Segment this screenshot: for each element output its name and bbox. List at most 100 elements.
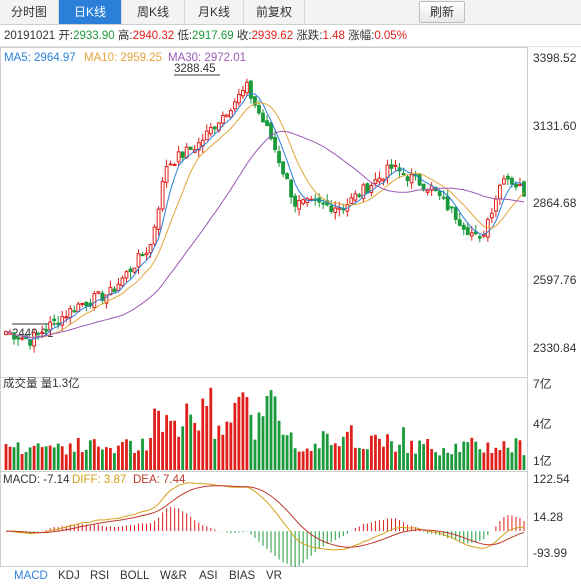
indicator-tab-boll[interactable]: BOLL <box>120 570 150 582</box>
volume-bar <box>426 439 430 470</box>
volume-bar <box>410 440 413 470</box>
volume-bar <box>301 451 305 470</box>
candle-body <box>289 179 294 198</box>
volume-bar <box>293 448 297 470</box>
volume-bar <box>68 443 72 470</box>
refresh-button[interactable]: 刷新 <box>419 1 465 23</box>
volume-bar <box>225 421 229 470</box>
volume-bar <box>193 422 197 470</box>
candle-body <box>140 254 145 257</box>
volume-bar <box>157 410 160 470</box>
candle-body <box>281 161 285 175</box>
volume-bar <box>197 430 201 470</box>
volume-bar <box>470 437 474 470</box>
tab-monthly-k[interactable]: 月K线 <box>185 0 244 24</box>
volume-bar <box>213 438 217 470</box>
indicator-tab-macd[interactable]: MACD <box>14 570 48 582</box>
volume-bar <box>474 441 478 470</box>
candle-body <box>196 142 201 151</box>
volume-bar <box>92 439 96 470</box>
volume-bar <box>390 441 393 470</box>
candle-body <box>40 331 45 334</box>
volume-bar <box>402 427 405 470</box>
candle-body <box>373 179 378 185</box>
candle-body <box>52 318 57 322</box>
candle-body <box>104 294 109 304</box>
candle-body <box>405 176 410 182</box>
volume-bar <box>382 446 385 470</box>
candle-body <box>36 332 41 335</box>
dea-value: DEA: 7.44 <box>133 474 186 486</box>
candle-body <box>377 177 382 183</box>
volume-bar <box>305 448 309 470</box>
volume-bar <box>446 452 450 470</box>
info-pct-value: 0.05% <box>374 30 407 42</box>
kline-chart[interactable]: 3398.52 3131.60 2864.68 2597.76 2330.84 … <box>0 47 581 567</box>
volume-axis-label: 1亿 <box>533 453 552 468</box>
candle-body <box>64 316 69 319</box>
candle-body <box>48 321 53 331</box>
candle-body <box>393 164 398 167</box>
info-low-value: 2917.69 <box>192 30 234 42</box>
info-open-label: 开: <box>58 30 74 42</box>
volume-bar <box>337 446 341 470</box>
volume-bar <box>72 451 76 470</box>
tab-weekly-k[interactable]: 周K线 <box>122 0 185 24</box>
candle-body <box>461 224 466 230</box>
period-tabs: 分时图 日K线 周K线 月K线 前复权 刷新 <box>0 0 581 25</box>
volume-bar <box>325 433 329 470</box>
indicator-tab-asi[interactable]: ASI <box>199 570 218 582</box>
volume-bar <box>490 452 494 470</box>
candle-body <box>449 206 454 209</box>
volume-bar <box>365 449 369 470</box>
volume-bar <box>133 452 136 470</box>
indicator-tab-bias[interactable]: BIAS <box>229 570 256 582</box>
volume-bar <box>205 406 209 470</box>
tab-intraday[interactable]: 分时图 <box>0 0 59 24</box>
info-close-value: 2939.62 <box>251 30 294 42</box>
volume-bar <box>522 455 526 470</box>
macd-axis-label: 122.54 <box>533 472 570 486</box>
price-axis-label: 3131.60 <box>533 119 577 133</box>
volume-bar <box>40 447 44 470</box>
volume-bar <box>257 412 261 470</box>
candle-body <box>84 301 89 307</box>
candle-body <box>341 208 346 211</box>
candle-body <box>265 120 269 127</box>
indicator-tab-rsi[interactable]: RSI <box>90 570 110 582</box>
ma10-line <box>5 102 525 339</box>
candle-body <box>220 114 225 124</box>
tab-daily-k[interactable]: 日K线 <box>59 0 122 24</box>
volume-bar <box>502 441 506 470</box>
dea-line <box>5 485 525 548</box>
indicator-tab-kdj[interactable]: KDJ <box>58 570 80 582</box>
ma10-legend: MA10: 2959.25 <box>84 52 162 64</box>
candle-body <box>12 332 16 340</box>
candle-body <box>297 200 302 210</box>
volume-bar <box>165 415 169 470</box>
candle-body <box>469 232 474 237</box>
tab-forward-adjusted[interactable]: 前复权 <box>244 0 305 24</box>
volume-bar <box>109 448 112 470</box>
candle-body <box>224 114 229 117</box>
indicator-tab-vr[interactable]: VR <box>266 570 282 582</box>
candle-body <box>369 185 374 193</box>
candle-body <box>293 195 298 207</box>
candle-body <box>212 126 217 130</box>
candle-body <box>301 199 306 204</box>
volume-bar <box>378 438 381 470</box>
volume-bar <box>60 446 64 470</box>
volume-bar <box>357 447 361 470</box>
volume-bar <box>12 447 16 470</box>
volume-label: 成交量 量1.3亿 <box>3 376 80 390</box>
indicator-tab-wr[interactable]: W&R <box>160 570 187 582</box>
volume-bar <box>353 447 357 470</box>
macd-panel-frame <box>0 471 528 567</box>
candle-body <box>425 190 430 193</box>
volume-bar <box>229 422 233 470</box>
candle-body <box>168 163 173 166</box>
volume-bar <box>518 440 522 470</box>
candle-body <box>100 292 105 301</box>
volume-bar <box>52 447 56 470</box>
volume-bar <box>249 414 253 470</box>
